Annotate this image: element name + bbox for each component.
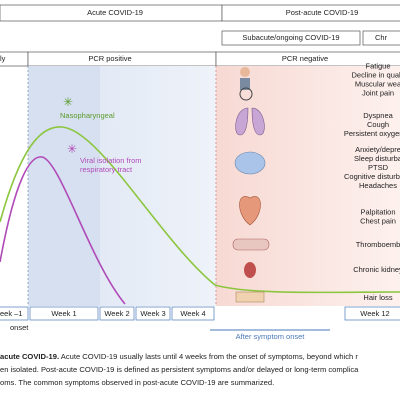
symptom: Chest pain xyxy=(360,216,396,225)
caption-line: en isolated. Post-acute COVID-19 is defi… xyxy=(0,365,359,374)
week-box xyxy=(99,306,135,321)
subphase: Chr xyxy=(375,33,388,42)
symptom: Cognitive disturbanc xyxy=(344,172,400,181)
symptom: Sleep disturba xyxy=(354,154,400,163)
nasopharyngeal-curve xyxy=(0,126,400,294)
week-box xyxy=(29,306,99,321)
symptom: Persistent oxygen re xyxy=(344,129,400,138)
symptom: PTSD xyxy=(368,163,389,172)
band xyxy=(100,66,216,306)
week-label: Week 1 xyxy=(51,309,76,318)
pcr-label: PCR positive xyxy=(88,54,131,63)
virus-icon: ✳ xyxy=(67,142,77,156)
curve-label: respiratory tract xyxy=(80,165,133,174)
phase: Acute COVID-19 xyxy=(87,8,143,17)
week-label: Week 4 xyxy=(180,309,205,318)
week-box xyxy=(344,306,400,321)
symptom: Thromboemb xyxy=(356,240,400,249)
subphase-box xyxy=(362,30,400,46)
phase: Post-acute COVID-19 xyxy=(286,8,359,17)
week-label: eek –1 xyxy=(0,309,23,318)
axis-label: After symptom onset xyxy=(236,332,306,341)
symptom: Decline in qualit xyxy=(352,70,400,79)
week-box xyxy=(171,306,215,321)
symptom: Palpitation xyxy=(360,207,395,216)
symptom: Headaches xyxy=(359,181,397,190)
pcr-label: ly xyxy=(0,54,6,63)
virus-icon: ✳ xyxy=(63,95,73,109)
week-box xyxy=(135,306,171,321)
curve-label: Viral isolation from xyxy=(80,156,142,165)
week-label: Week 2 xyxy=(104,309,129,318)
symptom: Muscular wea xyxy=(355,79,400,88)
week-label: Week 3 xyxy=(140,309,165,318)
icons xyxy=(232,67,270,303)
week-box xyxy=(0,306,29,321)
viral-curve xyxy=(0,156,126,305)
caption-bold: acute COVID-19. xyxy=(0,352,59,361)
caption-line: oms. The common symptoms observed in pos… xyxy=(0,378,274,387)
subphase: Subacute/ongoing COVID-19 xyxy=(242,33,339,42)
caption-text: Acute COVID-19 usually lasts until 4 wee… xyxy=(59,352,358,361)
subphase-box xyxy=(221,30,361,46)
pcr-label: PCR negative xyxy=(282,54,328,63)
symptom: Hair loss xyxy=(363,293,392,302)
week-label: Week 12 xyxy=(360,309,389,318)
axis-label: onset xyxy=(10,323,29,332)
curve-label: Nasopharyngeal xyxy=(60,111,115,120)
phase-box xyxy=(221,4,400,22)
symptom: Joint pain xyxy=(362,88,394,97)
symptom: Fatigue xyxy=(365,61,390,70)
caption-line: acute COVID-19. Acute COVID-19 usually l… xyxy=(0,352,358,361)
symptom: Anxiety/depre xyxy=(355,145,400,154)
symptom: Chronic kidney xyxy=(353,265,400,274)
symptom: Dyspnea xyxy=(363,111,393,120)
symptom: Cough xyxy=(367,120,389,129)
